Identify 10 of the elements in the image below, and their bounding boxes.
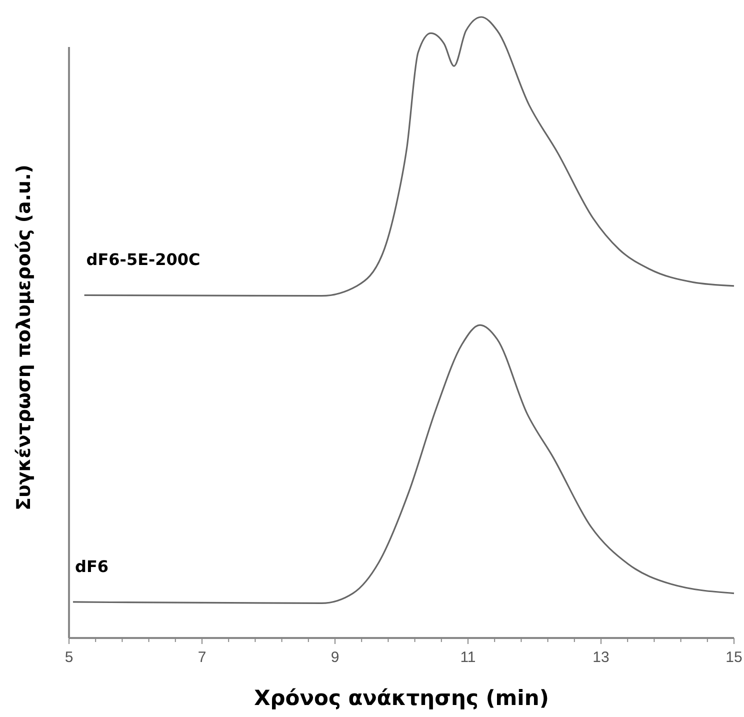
series-label: dF6-5E-200C: [86, 250, 200, 270]
x-axis-title: Χρόνος ανάκτησης (min): [254, 686, 549, 710]
x-tick-label: 13: [592, 649, 610, 666]
x-tick-label: 11: [460, 649, 476, 666]
x-tick-label: 15: [726, 649, 742, 666]
x-tick-label: 5: [64, 649, 74, 666]
x-tick-label: 7: [198, 649, 206, 666]
y-axis-title: Συγκέντρωση πολυμερούς (a.u.): [13, 164, 35, 510]
series-label: dF6: [74, 556, 109, 576]
x-tick-label: 9: [330, 649, 340, 666]
